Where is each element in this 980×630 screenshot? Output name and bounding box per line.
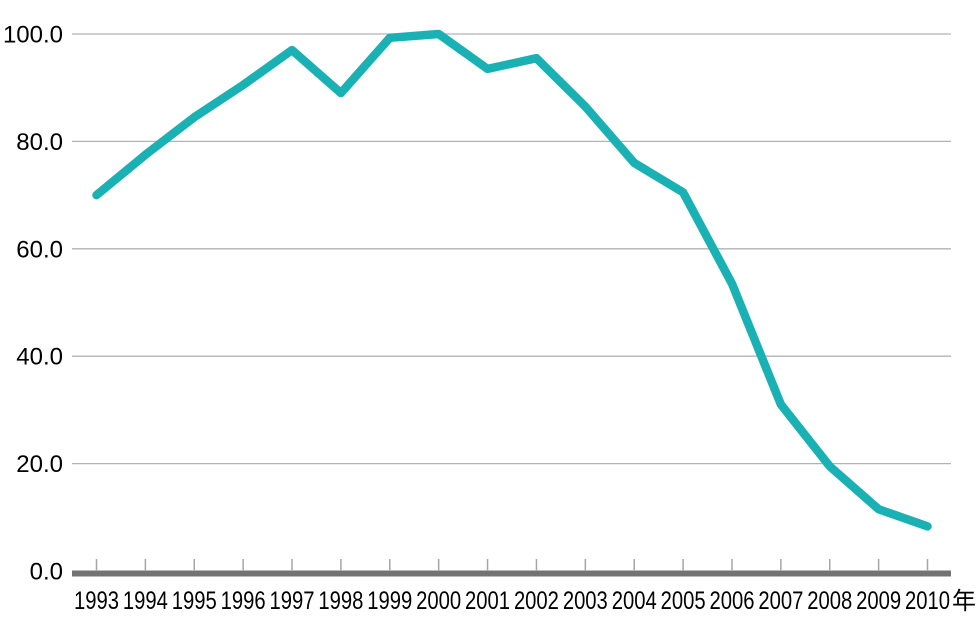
y-tick-label: 100.0 — [3, 22, 63, 49]
x-tick-label: 1997 — [270, 587, 315, 615]
x-tick-label: 2004 — [612, 587, 657, 615]
x-tick-label: 1994 — [123, 587, 168, 615]
x-tick-label: 1998 — [318, 587, 363, 615]
x-tick-label: 2002 — [514, 587, 559, 615]
x-tick-label: 1996 — [221, 587, 266, 615]
x-tick-label: 2010 — [905, 587, 950, 615]
x-tick-label: 2003 — [563, 587, 608, 615]
y-tick-label: 20.0 — [16, 451, 63, 478]
x-tick-label: 2007 — [758, 587, 803, 615]
x-tick-label: 2008 — [807, 587, 852, 615]
x-tick-label: 1993 — [74, 587, 119, 615]
x-tick-label: 2009 — [856, 587, 901, 615]
y-tick-label: 80.0 — [16, 129, 63, 156]
x-tick-label: 2001 — [465, 587, 510, 615]
y-tick-label: 60.0 — [16, 236, 63, 263]
x-tick-label: 2005 — [661, 587, 706, 615]
y-tick-label: 40.0 — [16, 344, 63, 371]
x-tick-label: 2006 — [709, 587, 754, 615]
y-tick-label: 0.0 — [30, 559, 63, 586]
x-tick-label: 1999 — [367, 587, 412, 615]
data-line — [92, 29, 932, 531]
x-tick-label: 2000 — [416, 587, 461, 615]
x-tick-label: 1995 — [172, 587, 217, 615]
x-axis-unit-label: 年 — [952, 588, 976, 615]
